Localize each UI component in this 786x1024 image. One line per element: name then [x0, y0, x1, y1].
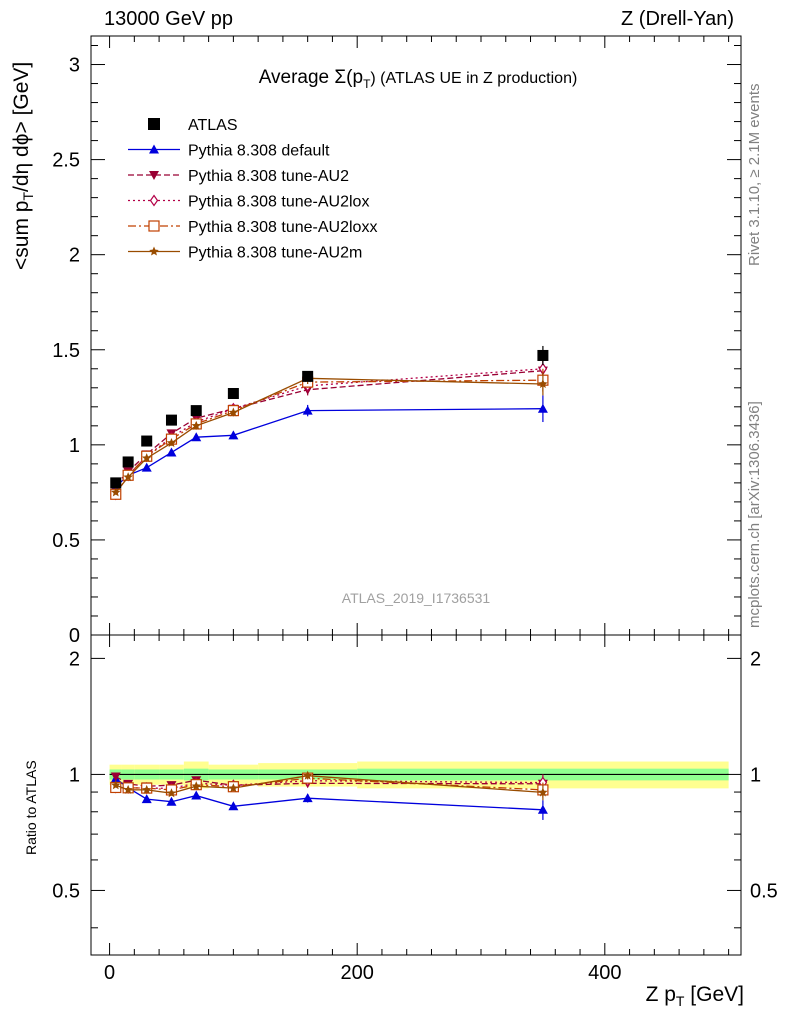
ratio-point-tuneau2m — [123, 784, 133, 794]
x-tick-label: 200 — [341, 962, 374, 984]
ratio-line-tuneau2m — [115, 775, 543, 794]
x-tick-label: 400 — [588, 962, 621, 984]
ratio-plot-frame — [90, 634, 742, 956]
legend-label: Pythia 8.308 tune-AU2 — [188, 168, 349, 185]
x-axis-label: Z pT [GeV] — [645, 983, 744, 1010]
legend-marker — [148, 118, 160, 130]
ratio-tick-label-right: 1 — [750, 764, 761, 786]
ratio-tick-label-left: 0.5 — [52, 880, 80, 902]
series-line-tuneau2m — [115, 377, 543, 493]
ratio-point-tuneau2m — [538, 787, 548, 797]
ratio-point-default — [228, 801, 239, 811]
ratio-point-tuneau2 — [110, 772, 121, 782]
mcplots-label: mcplots.cern.ch [arXiv:1306.3436] — [746, 401, 763, 628]
series-point-default — [166, 447, 177, 457]
legend-marker — [149, 171, 159, 180]
ratio-point-tuneau2m — [166, 788, 177, 798]
ratio-line-tuneau2 — [115, 775, 543, 787]
series-point-default — [302, 405, 313, 415]
atlas-data-point — [190, 405, 202, 417]
atlas-data-point — [165, 414, 177, 426]
y-tick-label: 2.5 — [52, 150, 80, 172]
atlas-data-point — [302, 370, 314, 382]
y-tick-label: 1 — [69, 435, 80, 457]
chart-title: Average Σ(pT) (ATLAS UE in Z production) — [259, 67, 578, 91]
y-tick-label: 0 — [69, 625, 80, 647]
ratio-point-default — [191, 790, 202, 800]
atlas-data-point — [141, 435, 153, 447]
y-tick-label: 2 — [69, 245, 80, 267]
series-point-tuneau2m — [141, 453, 152, 463]
atlas-data-point — [122, 456, 134, 468]
legend-label: Pythia 8.308 tune-AU2lox — [188, 194, 369, 211]
legend-marker — [149, 246, 159, 256]
series-point-tuneau2m — [538, 378, 548, 389]
y-tick-label: 1.5 — [52, 340, 80, 362]
series-point-tuneau2m — [166, 437, 177, 447]
ratio-point-default — [302, 793, 313, 803]
ratio-line-tuneau2loxx — [115, 777, 543, 791]
header-right: Z (Drell-Yan) — [621, 8, 734, 30]
legend-label: ATLAS — [188, 117, 238, 134]
y-tick-label: 0.5 — [52, 530, 80, 552]
atlas-data-point — [227, 387, 239, 399]
series-point-default — [228, 430, 239, 440]
header-left: 13000 GeV pp — [104, 8, 233, 30]
series-point-default — [141, 462, 152, 472]
atlas-data-point — [110, 477, 122, 489]
series-line-tuneau2lox — [115, 368, 543, 495]
ratio-point-tuneau2m — [191, 781, 201, 791]
ratio-point-tuneau2m — [302, 770, 313, 780]
y-tick-label: 3 — [69, 55, 80, 77]
rivet-version-label: Rivet 3.1.10, ≥ 2.1M events — [746, 83, 763, 267]
analysis-watermark: ATLAS_2019_I1736531 — [342, 590, 491, 606]
series-point-tuneau2m — [123, 472, 133, 482]
legend-label: Pythia 8.308 tune-AU2loxx — [188, 219, 377, 236]
ratio-point-tuneau2m — [228, 783, 239, 793]
x-tick-label: 0 — [104, 962, 115, 984]
series-line-tuneau2 — [115, 370, 543, 486]
legend-label: Pythia 8.308 tune-AU2m — [188, 245, 362, 262]
series-point-tuneau2m — [191, 420, 201, 430]
ratio-point-default — [141, 794, 152, 804]
series-point-tuneau2m — [228, 407, 239, 417]
ratio-point-default — [166, 796, 177, 806]
series-line-default — [115, 408, 543, 488]
ratio-point-tuneau2m — [111, 780, 121, 790]
legend-marker — [148, 220, 160, 232]
legend-marker — [149, 194, 159, 207]
series-point-default — [537, 403, 548, 413]
y-axis-label: <sum pT/dη dϕ> [GeV] — [10, 61, 37, 270]
ratio-tick-label-right: 0.5 — [750, 880, 778, 902]
series-point-tuneau2m — [111, 487, 121, 497]
legend-label: Pythia 8.308 default — [188, 143, 330, 160]
ratio-tick-label-right: 2 — [750, 648, 761, 670]
legend-marker — [149, 144, 159, 154]
ratio-point-default — [537, 804, 548, 814]
ratio-point-tuneau2m — [141, 784, 152, 794]
ratio-tick-label-left: 2 — [69, 648, 80, 670]
ratio-axis-label: Ratio to ATLAS — [23, 760, 39, 855]
series-point-default — [191, 432, 202, 442]
atlas-data-point — [537, 349, 549, 361]
ratio-tick-label-left: 1 — [69, 764, 80, 786]
